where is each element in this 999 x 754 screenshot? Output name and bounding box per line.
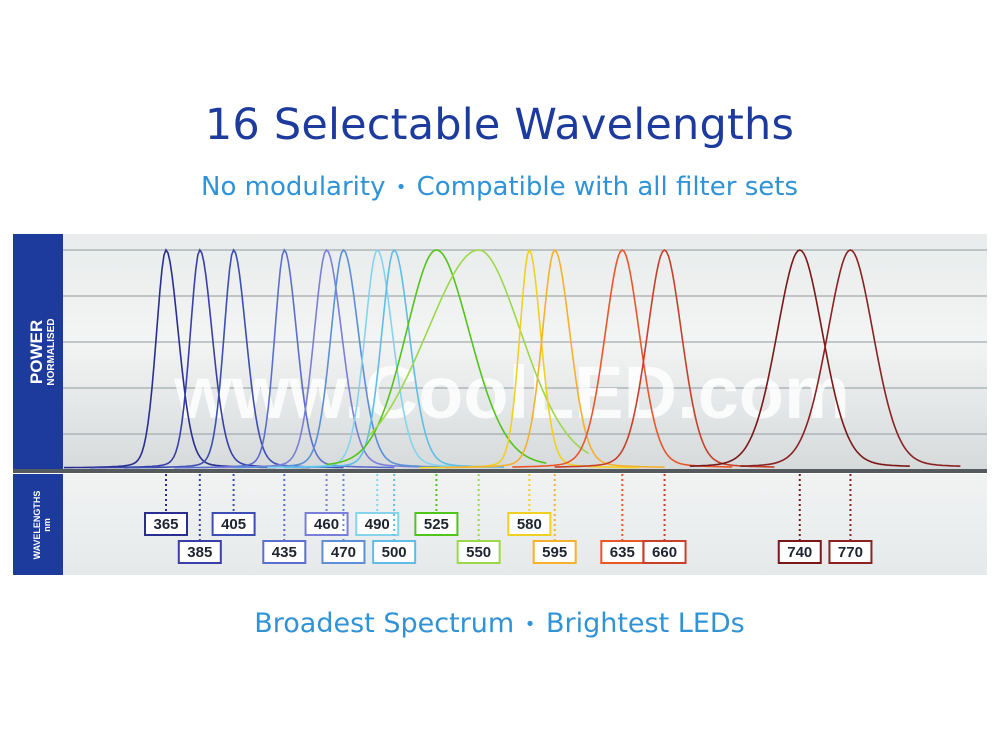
page-title: 16 Selectable Wavelengths [204, 100, 795, 150]
wavelength-box-490 [355, 512, 400, 536]
wavelength-axis-bar [13, 474, 63, 575]
subtitle-part-2: Compatible with all filter sets [416, 172, 798, 202]
wavelength-box-470 [321, 540, 366, 564]
spectrum-curve-660 [554, 248, 775, 468]
wavelength-label-525: 525 [424, 516, 449, 533]
wavelength-label-385: 385 [187, 544, 212, 561]
wavelength-label-490: 490 [365, 516, 390, 533]
wavelength-box-500 [372, 540, 417, 564]
wavelength-label-460: 460 [314, 516, 339, 533]
subtitle-part-1: No modularity [201, 172, 386, 202]
spectrum-curves [64, 248, 961, 469]
power-axis-title: POWER [27, 320, 46, 384]
page-footer: Broadest Spectrum • Brightest LEDs [0, 608, 999, 639]
power-axis-subtitle: NORMALISED [46, 318, 57, 385]
wavelength-label-595: 595 [542, 544, 567, 561]
wavelength-box-435 [262, 540, 307, 564]
spectrum-curve-525 [326, 249, 547, 466]
wavelength-box-405 [211, 512, 256, 536]
wavelength-label-500: 500 [382, 544, 407, 561]
wavelength-box-525 [414, 512, 459, 536]
wavelength-label-405: 405 [221, 516, 246, 533]
wavelength-label-435: 435 [272, 544, 297, 561]
power-axis-bar [13, 234, 63, 470]
wavelength-label-660: 660 [652, 544, 677, 561]
wavelength-label-770: 770 [838, 544, 863, 561]
footer-separator: • [524, 614, 536, 635]
spectrum-curve-500 [284, 248, 505, 469]
wavelength-label-635: 635 [610, 544, 635, 561]
wavelength-label-365: 365 [153, 516, 178, 533]
wavelength-label-470: 470 [331, 544, 356, 561]
wavelength-box-740 [777, 540, 822, 564]
spectrum-curve-770 [740, 249, 961, 467]
spectrum-chart: POWER NORMALISED WAVELENGTHS nm www.Cool… [13, 234, 987, 575]
wavelength-label-550: 550 [466, 544, 491, 561]
wavelength-box-660 [642, 540, 687, 564]
wavelength-label-740: 740 [787, 544, 812, 561]
spectrum-curve-550 [368, 249, 590, 455]
wavelength-box-580 [507, 512, 552, 536]
spectrum-curve-435 [174, 248, 395, 469]
wavelength-label-580: 580 [517, 516, 542, 533]
wavelength-axis-unit: nm [42, 518, 52, 532]
wavelength-box-595 [532, 540, 577, 564]
footer-part-2: Brightest LEDs [545, 608, 745, 639]
spectrum-curve-595 [444, 248, 665, 469]
wavelength-axis-title: WAVELENGTHS [32, 491, 42, 560]
page-subtitle: No modularity • Compatible with all filt… [0, 172, 999, 202]
wavelength-box-385 [177, 540, 222, 564]
wavelength-box-770 [828, 540, 873, 564]
footer-part-1: Broadest Spectrum [254, 608, 515, 639]
spectrum-curve-740 [689, 249, 910, 467]
subtitle-separator: • [395, 177, 407, 198]
wavelength-box-460 [304, 512, 349, 536]
wavelength-box-365 [144, 512, 188, 536]
wavelength-box-550 [456, 540, 501, 564]
